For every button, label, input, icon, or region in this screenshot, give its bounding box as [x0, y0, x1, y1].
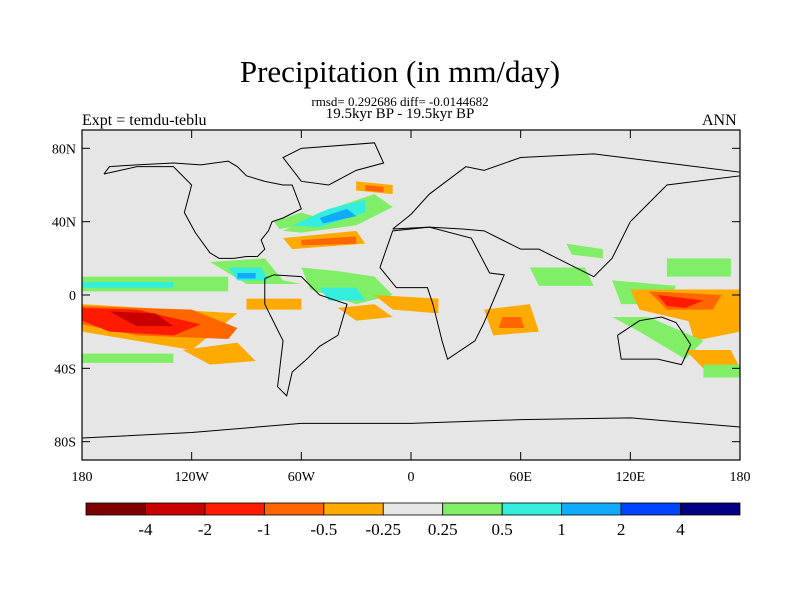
anomaly-region — [529, 267, 594, 286]
anomaly-region — [292, 199, 366, 228]
lat-tick-label: 40N — [52, 216, 76, 231]
anomaly-region — [498, 317, 525, 328]
anomaly-region — [365, 185, 384, 193]
lat-tick-label: 80N — [52, 142, 76, 157]
lat-tick-label: 80S — [54, 436, 76, 451]
coastline — [379, 226, 505, 360]
anomaly-region — [337, 304, 393, 321]
lon-tick-label: 60W — [288, 470, 316, 485]
colorbar-swatch — [680, 502, 741, 516]
stats-line: rmsd= 0.292686 diff= -0.0144682 — [311, 94, 489, 109]
anomaly-region — [657, 295, 704, 308]
anomaly-region — [246, 298, 302, 310]
plot-title: Precipitation (in mm/day) — [239, 54, 561, 89]
lon-tick-label: 180 — [730, 470, 751, 485]
anomaly-region — [566, 243, 603, 259]
colorbar-label: -0.5 — [310, 520, 337, 539]
anomaly-region — [301, 236, 357, 246]
colorbar-swatch — [561, 502, 622, 516]
lat-tick-label: 40S — [54, 362, 76, 377]
colorbar-label: -2 — [198, 520, 212, 539]
coastline — [392, 153, 741, 278]
anomaly-region — [685, 350, 740, 369]
colorbar-label: -1 — [257, 520, 271, 539]
anomaly-region — [685, 309, 740, 341]
colorbar-swatch — [442, 502, 503, 516]
experiment-label: Expt = temdu-teblu — [82, 112, 207, 129]
period-line: 19.5kyr BP - 19.5kyr BP — [325, 106, 475, 122]
anomaly-region — [703, 364, 740, 378]
anomaly-region — [182, 342, 256, 365]
colorbar-swatch — [145, 502, 206, 516]
colorbar-label: 4 — [676, 520, 685, 539]
lon-tick-label: 180 — [72, 470, 93, 485]
colorbar-label: 0.5 — [492, 520, 513, 539]
coastline — [103, 160, 302, 259]
anomaly-region — [237, 273, 256, 279]
anomaly-region — [612, 317, 704, 360]
coastline — [264, 274, 348, 397]
colorbar-label: 2 — [617, 520, 626, 539]
colorbar-label: 0.25 — [428, 520, 458, 539]
colorbar-swatch — [382, 502, 444, 516]
colorbar-label: -4 — [138, 520, 153, 539]
colorbar-swatch — [501, 502, 563, 516]
colorbar-swatch — [323, 502, 384, 516]
coastline — [617, 316, 692, 366]
colorbar-swatch — [620, 502, 681, 516]
anomaly-region — [109, 311, 174, 327]
colorbar-swatch — [85, 502, 146, 516]
lon-tick-label: 60E — [509, 470, 532, 485]
lon-tick-label: 120E — [616, 470, 646, 485]
anomaly-region — [82, 282, 174, 288]
colorbar-swatch — [263, 502, 325, 516]
lat-tick-label: 0 — [69, 289, 76, 304]
coastline — [282, 142, 385, 186]
anomaly-region — [82, 353, 174, 363]
colorbar-label: -0.25 — [366, 520, 401, 539]
season-label: ANN — [702, 112, 737, 129]
anomaly-region — [319, 287, 366, 301]
lon-tick-label: 0 — [408, 470, 415, 485]
anomaly-region — [666, 258, 731, 277]
colorbar-swatch — [204, 502, 265, 516]
lon-tick-label: 120W — [175, 470, 210, 485]
anomaly-region — [374, 295, 439, 314]
anomaly-region — [273, 212, 320, 229]
anomaly-region — [319, 208, 357, 224]
coastline — [81, 417, 741, 439]
colorbar-label: 1 — [557, 520, 566, 539]
anomaly-region — [301, 267, 393, 305]
